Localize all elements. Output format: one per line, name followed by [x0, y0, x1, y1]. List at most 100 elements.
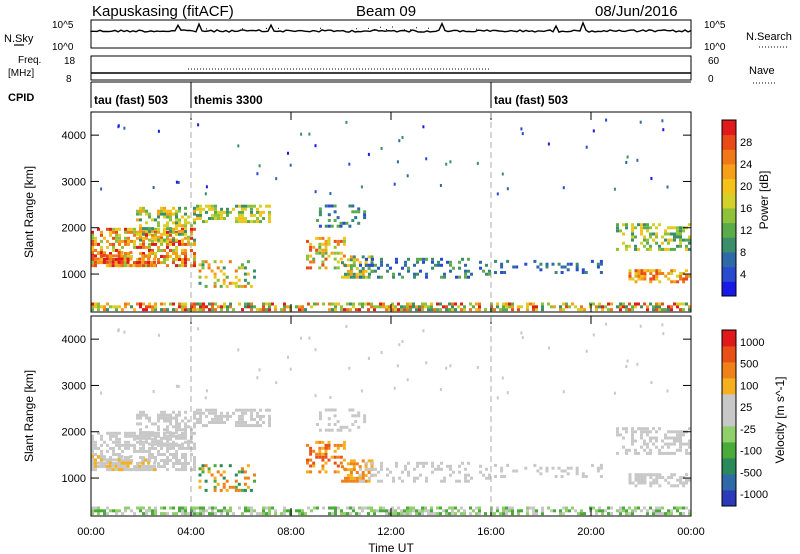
velocity-echo: [148, 446, 151, 450]
velocity-echo: [327, 423, 331, 426]
velocity-echo: [449, 467, 452, 471]
velocity-echo: [344, 476, 347, 480]
velocity-echo: [517, 512, 520, 516]
power-echo: [640, 277, 644, 281]
power-echo: [679, 244, 682, 248]
power-echo: [106, 227, 109, 231]
velocity-echo: [238, 414, 241, 418]
velocity-echo: [124, 446, 127, 450]
power-echo: [190, 230, 193, 234]
velocity-echo: [646, 451, 649, 455]
power-echo: [312, 260, 316, 264]
velocity-echo: [619, 433, 622, 437]
velocity-echo: [344, 479, 347, 483]
power-echo: [118, 249, 121, 252]
velocity-echo: [211, 512, 214, 516]
power-echo: [553, 305, 556, 309]
power-echo: [333, 219, 337, 222]
power-echo: [154, 255, 157, 258]
velocity-echo: [318, 411, 322, 415]
power-echo: [386, 269, 389, 273]
velocity-echo: [688, 445, 691, 449]
velocity-echo: [496, 509, 499, 513]
power-echo: [129, 257, 133, 261]
velocity-echo: [637, 427, 640, 431]
power-echo: [175, 215, 178, 219]
velocity-echo: [367, 512, 370, 516]
power-echo: [670, 247, 673, 251]
velocity-echo: [151, 446, 154, 450]
power-echo: [616, 247, 619, 251]
velocity-echo: [337, 506, 340, 510]
power-echo: [634, 272, 638, 275]
velocity-echo: [172, 506, 175, 510]
power-echo: [148, 229, 151, 233]
velocity-echo: [163, 428, 166, 432]
power-echo: [400, 305, 403, 309]
velocity-echo: [658, 509, 661, 513]
velocity-echo: [106, 449, 109, 453]
velocity-echo: [634, 476, 638, 479]
velocity-echo: [187, 462, 190, 465]
power-echo: [318, 248, 322, 252]
power-echo: [367, 308, 370, 312]
velocity-echo: [452, 470, 455, 474]
power-echo: [652, 238, 655, 242]
power-echo: [673, 280, 677, 284]
velocity-echo: [246, 464, 250, 468]
power-echo: [130, 230, 133, 234]
power-echo: [151, 229, 154, 233]
velocity-echo: [485, 467, 488, 471]
velocity-echo: [437, 467, 440, 471]
velocity-echo: [193, 468, 196, 472]
power-echo: [228, 260, 232, 264]
velocity-echo: [397, 506, 400, 510]
power-echo: [240, 266, 244, 270]
velocity-echo: [333, 414, 337, 418]
colorbar-segment: [722, 394, 736, 411]
velocity-echo: [652, 473, 656, 477]
velocity-echo: [443, 476, 446, 480]
velocity-echo: [175, 419, 178, 423]
power-echo: [508, 302, 511, 306]
velocity-echo: [139, 436, 142, 440]
velocity-echo: [662, 332, 665, 336]
power-echo: [151, 227, 154, 231]
power-echo: [676, 235, 679, 239]
freq-label-1: Freq.: [18, 55, 41, 66]
velocity-echo: [193, 462, 196, 465]
velocity-echo: [157, 431, 160, 435]
power-echo: [199, 302, 202, 306]
velocity-echo: [309, 470, 313, 474]
power-echo: [111, 254, 115, 258]
power-echo: [178, 224, 181, 228]
power-echo: [172, 242, 175, 246]
power-echo: [679, 274, 683, 278]
velocity-echo: [91, 449, 94, 453]
power-echo: [385, 305, 388, 309]
velocity-echo: [160, 440, 163, 444]
power-echo: [250, 213, 253, 217]
velocity-echo: [153, 464, 156, 468]
colorbar-segment: [722, 149, 736, 165]
velocity-echo: [673, 439, 676, 443]
power-echo: [442, 305, 445, 309]
velocity-echo: [352, 509, 355, 513]
velocity-echo: [145, 440, 148, 444]
velocity-echo: [637, 476, 641, 479]
colorbar-segment: [722, 474, 736, 491]
velocity-echo: [625, 512, 628, 516]
velocity-echo: [169, 413, 172, 417]
velocity-echo: [422, 461, 425, 465]
power-echo: [117, 254, 121, 258]
velocity-echo: [216, 470, 220, 474]
power-echo: [226, 210, 229, 214]
velocity-echo: [685, 478, 688, 482]
power-echo: [214, 207, 217, 211]
velocity-echo: [229, 506, 232, 510]
velocity-echo: [175, 442, 178, 446]
power-echo: [213, 275, 217, 279]
power-echo: [175, 308, 178, 312]
power-echo: [211, 207, 214, 211]
power-echo: [445, 305, 448, 309]
